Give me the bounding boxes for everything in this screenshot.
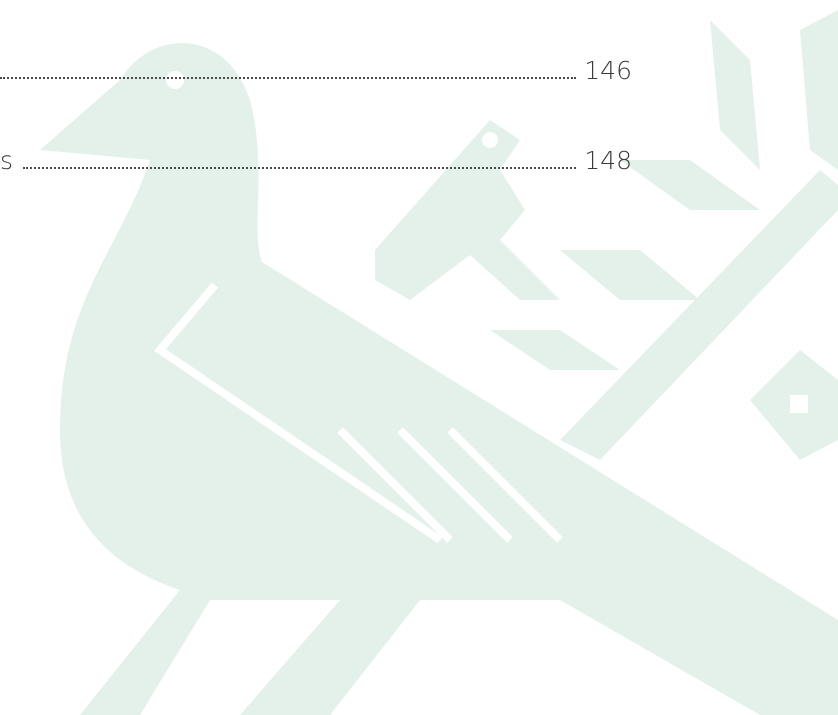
toc-entry: 146 [0, 50, 632, 86]
entry-title: s [0, 146, 13, 176]
dot-leader [23, 167, 576, 169]
background-illustration [0, 0, 838, 715]
page-number: 148 [584, 146, 632, 176]
toc-entry: s 148 [0, 140, 632, 176]
page: 146 s 148 (() => { const data = JSON.par… [0, 0, 838, 715]
dot-leader [0, 77, 576, 79]
page-number: 146 [584, 56, 632, 86]
